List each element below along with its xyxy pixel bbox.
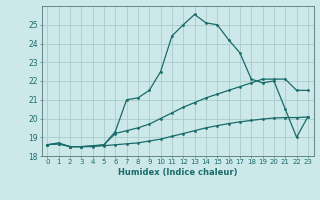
X-axis label: Humidex (Indice chaleur): Humidex (Indice chaleur) xyxy=(118,168,237,177)
